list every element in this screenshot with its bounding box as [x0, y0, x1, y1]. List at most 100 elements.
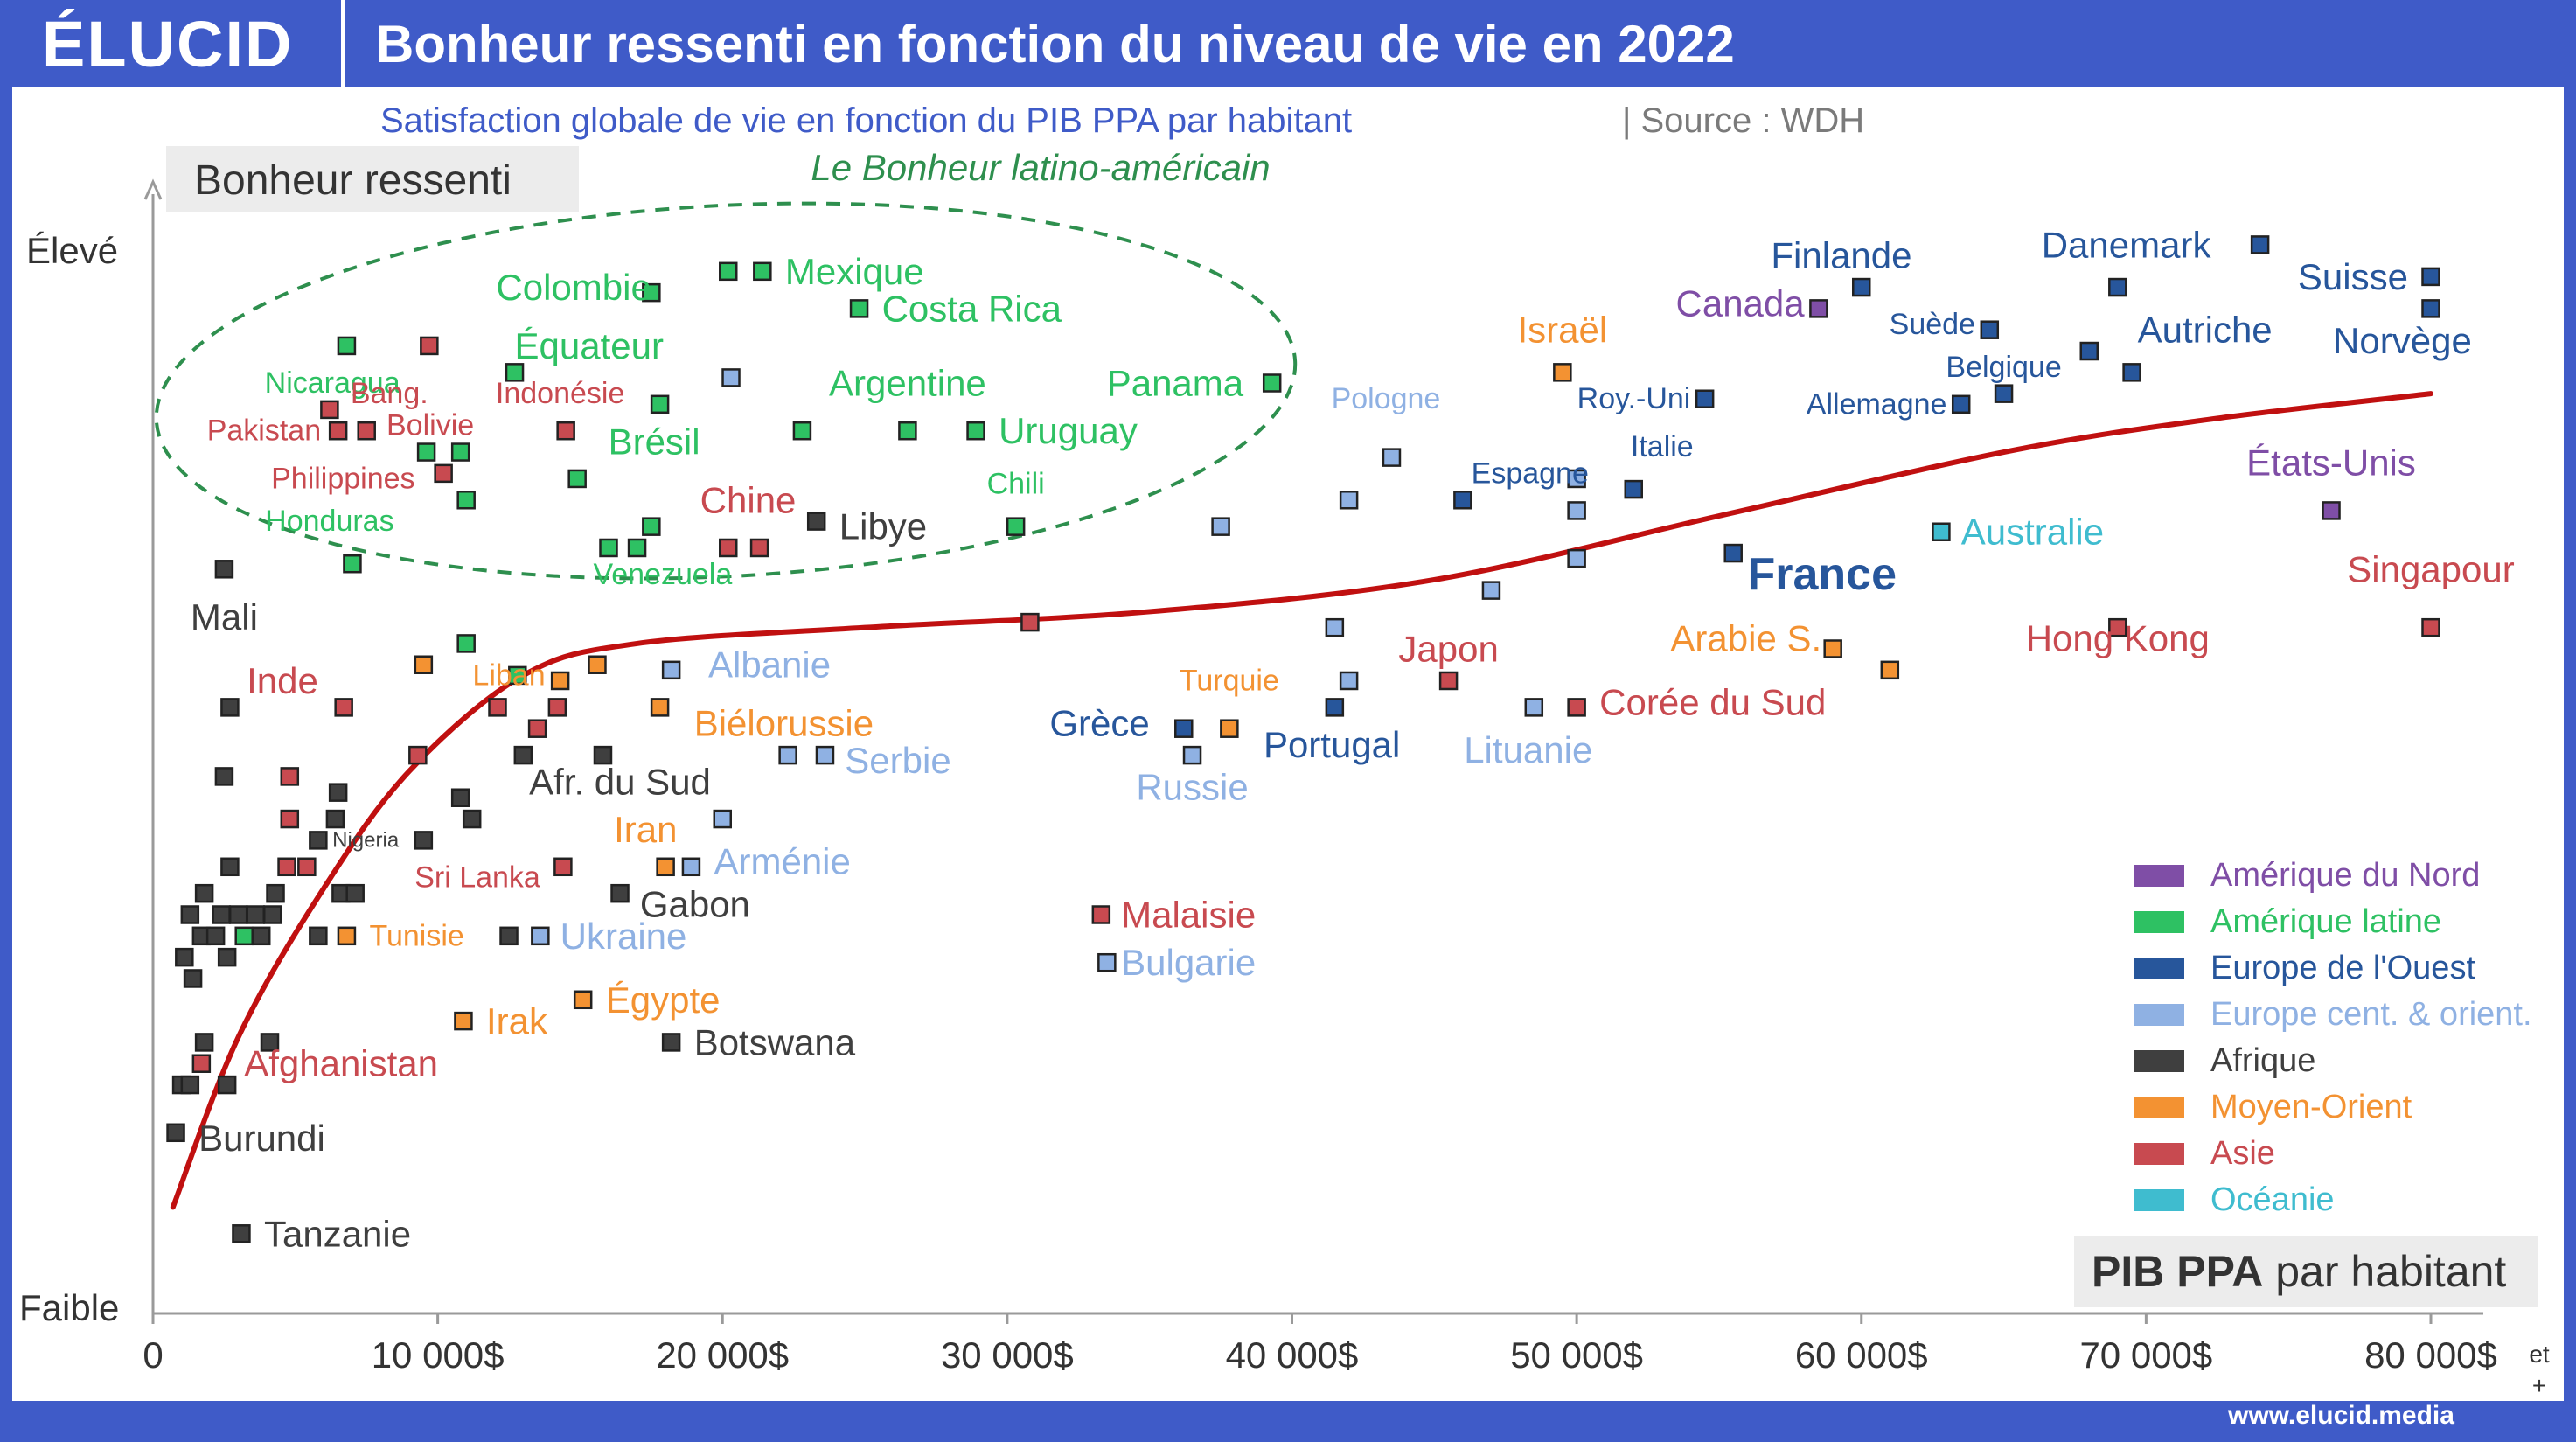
data-point[interactable]	[1220, 719, 1239, 738]
data-point[interactable]	[309, 831, 328, 850]
data-point[interactable]	[420, 336, 439, 356]
data-point[interactable]	[1262, 373, 1282, 393]
data-point[interactable]	[1567, 501, 1586, 520]
data-point[interactable]	[2108, 277, 2127, 297]
data-point[interactable]	[325, 809, 345, 829]
data-point[interactable]	[2421, 267, 2440, 287]
data-point[interactable]	[416, 442, 436, 462]
data-point[interactable]	[966, 421, 985, 441]
data-point[interactable]	[1453, 491, 1472, 510]
data-point[interactable]	[183, 969, 203, 988]
data-point[interactable]	[1723, 543, 1743, 563]
data-point[interactable]	[1951, 394, 1971, 414]
data-point[interactable]	[334, 698, 353, 717]
data-point[interactable]	[1567, 698, 1586, 717]
data-point[interactable]	[180, 1075, 200, 1095]
data-point[interactable]	[214, 560, 234, 579]
data-point[interactable]	[434, 463, 453, 484]
data-point[interactable]	[556, 421, 575, 441]
data-point[interactable]	[1325, 698, 1345, 717]
data-point[interactable]	[1339, 491, 1359, 510]
data-point[interactable]	[175, 947, 194, 967]
data-point[interactable]	[280, 767, 300, 786]
data-point[interactable]	[251, 926, 271, 946]
data-point[interactable]	[309, 926, 328, 946]
data-point[interactable]	[719, 538, 738, 558]
data-point[interactable]	[408, 745, 428, 765]
data-point[interactable]	[642, 517, 661, 536]
data-point[interactable]	[1932, 522, 1951, 541]
data-point[interactable]	[650, 698, 670, 717]
elucid-logo[interactable]: ÉLUCID	[42, 8, 294, 80]
data-point[interactable]	[1481, 581, 1501, 600]
data-point[interactable]	[573, 990, 593, 1010]
data-point[interactable]	[456, 491, 476, 510]
data-point[interactable]	[499, 926, 519, 946]
data-point[interactable]	[792, 421, 812, 441]
data-point[interactable]	[1382, 448, 1402, 467]
data-point[interactable]	[531, 926, 550, 946]
data-point[interactable]	[280, 809, 300, 829]
data-point[interactable]	[450, 788, 470, 807]
data-point[interactable]	[414, 655, 434, 674]
data-point[interactable]	[266, 883, 285, 903]
data-point[interactable]	[1097, 952, 1117, 972]
data-point[interactable]	[749, 538, 769, 558]
data-point[interactable]	[462, 809, 482, 829]
data-point[interactable]	[228, 905, 248, 924]
data-point[interactable]	[1852, 277, 1871, 297]
data-point[interactable]	[212, 905, 231, 924]
data-point[interactable]	[217, 947, 237, 967]
data-point[interactable]	[1567, 548, 1586, 568]
data-point[interactable]	[414, 831, 434, 850]
data-point[interactable]	[593, 745, 613, 765]
data-point[interactable]	[320, 400, 339, 420]
data-point[interactable]	[2122, 363, 2141, 382]
data-point[interactable]	[661, 1033, 681, 1052]
data-point[interactable]	[328, 421, 348, 441]
data-point[interactable]	[2421, 299, 2440, 318]
data-point[interactable]	[650, 394, 670, 414]
data-point[interactable]	[217, 1075, 237, 1095]
data-point[interactable]	[1091, 905, 1111, 924]
data-point[interactable]	[1567, 469, 1586, 489]
data-point[interactable]	[550, 671, 570, 691]
data-point[interactable]	[898, 421, 917, 441]
data-point[interactable]	[719, 261, 738, 282]
data-point[interactable]	[1174, 719, 1194, 738]
data-point[interactable]	[713, 809, 732, 829]
data-point[interactable]	[527, 719, 547, 738]
data-point[interactable]	[1809, 299, 1828, 318]
data-point[interactable]	[508, 665, 527, 686]
data-point[interactable]	[1325, 617, 1345, 637]
data-point[interactable]	[220, 857, 240, 877]
data-point[interactable]	[328, 783, 348, 802]
data-point[interactable]	[1339, 671, 1359, 691]
data-point[interactable]	[277, 857, 296, 877]
data-point[interactable]	[1524, 698, 1544, 717]
data-point[interactable]	[260, 1033, 280, 1052]
data-point[interactable]	[1624, 479, 1643, 499]
data-point[interactable]	[180, 905, 200, 924]
data-point[interactable]	[205, 926, 226, 946]
data-point[interactable]	[753, 261, 772, 282]
data-point[interactable]	[337, 336, 357, 356]
data-point[interactable]	[2322, 501, 2341, 520]
data-point[interactable]	[488, 698, 507, 717]
data-point[interactable]	[454, 1011, 473, 1031]
data-point[interactable]	[1020, 612, 1040, 632]
data-point[interactable]	[656, 857, 675, 877]
data-point[interactable]	[721, 368, 741, 387]
footer-url-link[interactable]: www.elucid.media	[2228, 1401, 2454, 1430]
data-point[interactable]	[1438, 671, 1459, 691]
data-point[interactable]	[1553, 363, 1572, 382]
data-point[interactable]	[246, 905, 265, 924]
data-point[interactable]	[2421, 617, 2440, 637]
data-point[interactable]	[263, 905, 282, 924]
data-point[interactable]	[450, 442, 470, 462]
data-point[interactable]	[627, 538, 647, 558]
data-point[interactable]	[588, 655, 607, 674]
data-point[interactable]	[1994, 384, 2014, 403]
data-point[interactable]	[456, 634, 476, 653]
data-point[interactable]	[214, 767, 234, 786]
